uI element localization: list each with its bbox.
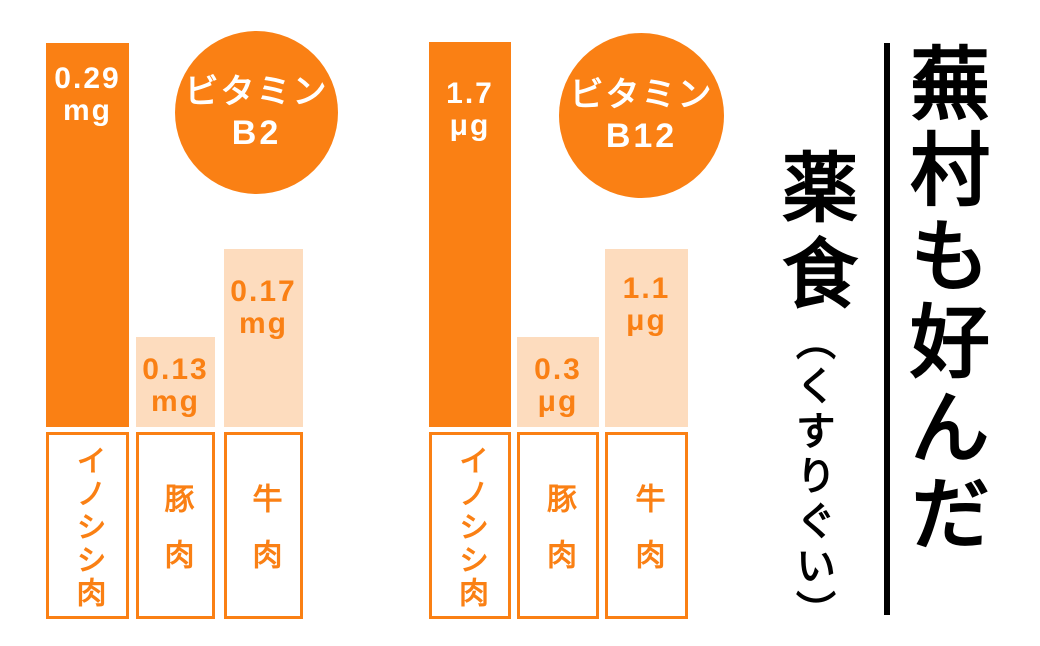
bar-unit: μg [537, 384, 579, 418]
category-box-beef: 牛肉 [224, 432, 303, 619]
badge-title: ビタミン [569, 75, 714, 114]
bar-b12-pork: 0.3 μg [517, 337, 599, 427]
category-label: 豚肉 [159, 482, 193, 595]
caption-divider-rule [884, 43, 890, 615]
bar-value: 1.1 [622, 272, 671, 305]
bar-value: 0.29 [54, 62, 121, 95]
category-box-beef: 牛肉 [605, 432, 688, 619]
category-box-pork: 豚肉 [136, 432, 215, 619]
category-label: 牛肉 [247, 482, 281, 595]
bar-b2-boar: 0.29 mg [46, 43, 129, 427]
bar-value: 0.3 [534, 353, 582, 386]
caption-sub-text: 薬食（くすりぐい） [770, 148, 854, 635]
vitamin-b2-badge: ビタミン B2 [175, 31, 338, 194]
caption-main-text: 蕪村も好んだ [898, 42, 986, 558]
bar-value-label: 0.29 mg [54, 63, 120, 126]
badge-subtitle: B2 [231, 113, 282, 152]
category-box-pork: 豚肉 [517, 432, 599, 619]
category-label: イノシシ肉 [71, 444, 105, 610]
bar-value: 0.17 [230, 275, 297, 308]
bar-unit: μg [449, 108, 491, 142]
category-box-boar: イノシシ肉 [429, 432, 511, 619]
bar-value-label: 1.7 μg [446, 78, 494, 141]
bar-value-label: 1.1 μg [623, 273, 671, 336]
badge-subtitle: B12 [605, 116, 678, 155]
bar-value: 0.13 [142, 353, 209, 386]
category-label: 豚肉 [542, 482, 575, 595]
bar-b12-boar: 1.7 μg [429, 42, 511, 427]
bar-value-label: 0.17 mg [230, 276, 296, 339]
bar-unit: μg [626, 303, 667, 337]
category-label: 牛肉 [630, 482, 664, 595]
bar-value: 1.7 [446, 77, 494, 110]
bar-value-label: 0.13 mg [142, 354, 208, 417]
vitamin-b12-badge: ビタミン B12 [559, 33, 724, 198]
bar-unit: mg [238, 306, 288, 340]
bar-b12-beef: 1.1 μg [605, 249, 688, 427]
bar-unit: mg [62, 93, 112, 127]
bar-b2-beef: 0.17 mg [224, 249, 303, 427]
bar-b2-pork: 0.13 mg [136, 337, 215, 427]
bar-value-label: 0.3 μg [534, 354, 582, 417]
caption-sub-reading: （くすりぐい） [790, 320, 835, 635]
category-label: イノシシ肉 [454, 444, 487, 610]
bar-unit: mg [150, 384, 200, 418]
category-box-boar: イノシシ肉 [46, 432, 129, 619]
caption-sub-kanji: 薬食 [770, 148, 854, 320]
badge-title: ビタミン [184, 72, 329, 111]
